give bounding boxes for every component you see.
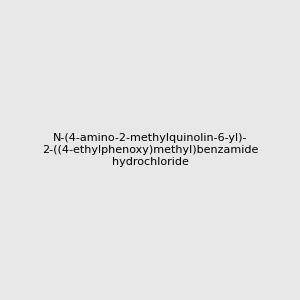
- Text: N-(4-amino-2-methylquinolin-6-yl)-
2-((4-ethylphenoxy)methyl)benzamide
hydrochlo: N-(4-amino-2-methylquinolin-6-yl)- 2-((4…: [42, 134, 258, 166]
